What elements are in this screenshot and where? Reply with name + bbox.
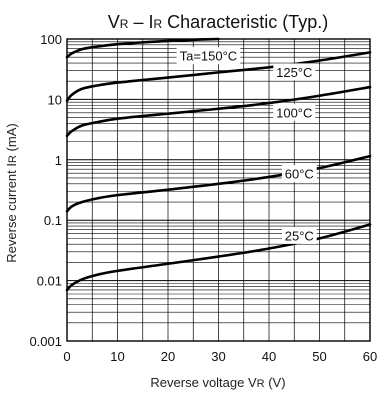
x-tick-labels: 0 10 20 30 40 50 60 — [63, 349, 377, 364]
series-label-bg-3 — [281, 165, 317, 183]
title-rest: Characteristic (Typ.) — [162, 12, 328, 32]
chart-title: VR – IR Characteristic (Typ.) — [108, 12, 328, 32]
x-axis-title: Reverse voltage VR (V) — [150, 375, 285, 390]
title-i: I — [148, 12, 153, 32]
title-i-sub: R — [154, 17, 163, 31]
x-tick-label: 30 — [211, 349, 225, 364]
y-axis-title: Reverse current IR (mA) — [4, 123, 19, 262]
series-label-1: 125°C — [276, 65, 312, 80]
plot-frame — [66, 38, 371, 342]
y-tick-label: 0.1 — [44, 213, 62, 228]
series-line-2 — [65, 85, 372, 138]
y-tick-label: 10 — [48, 92, 62, 107]
y-tick-label: 100 — [40, 32, 62, 47]
y-tick-labels: 0.001 0.01 0.1 1 10 100 — [29, 32, 62, 349]
ylabel-sub: R — [7, 155, 19, 163]
series-label-bg-1 — [273, 63, 316, 81]
series-label-bg-2 — [273, 103, 316, 121]
ylabel-unit: (mA) — [4, 123, 19, 155]
title-v: V — [108, 12, 120, 32]
x-tick-label: 50 — [312, 349, 326, 364]
series-label-bg-0 — [176, 47, 241, 65]
y-tick-label: 0.001 — [29, 334, 62, 349]
xlabel-sub: R — [257, 378, 265, 390]
series-label-0: Ta=150°C — [180, 49, 238, 64]
title-dash: – — [128, 12, 148, 32]
title-v-sub: R — [120, 17, 129, 31]
grid — [67, 39, 370, 341]
xlabel-text: Reverse voltage V — [150, 375, 257, 390]
series-label-3: 60°C — [285, 167, 314, 182]
y-tick-label: 0.01 — [37, 274, 62, 289]
series-label-bg-4 — [281, 226, 317, 244]
x-tick-label: 60 — [363, 349, 377, 364]
series-label-4: 25°C — [285, 228, 314, 243]
x-tick-label: 10 — [110, 349, 124, 364]
series-line-0 — [65, 37, 220, 59]
x-tick-label: 0 — [63, 349, 70, 364]
xlabel-unit: (V) — [265, 375, 286, 390]
y-tick-label: 1 — [55, 153, 62, 168]
x-tick-label: 20 — [161, 349, 175, 364]
x-tick-label: 40 — [262, 349, 276, 364]
series-label-2: 100°C — [276, 105, 312, 120]
curve-labels: Ta=150°C 125°C 100°C 60°C 25°C — [176, 47, 317, 244]
ylabel-text: Reverse current I — [4, 163, 19, 263]
